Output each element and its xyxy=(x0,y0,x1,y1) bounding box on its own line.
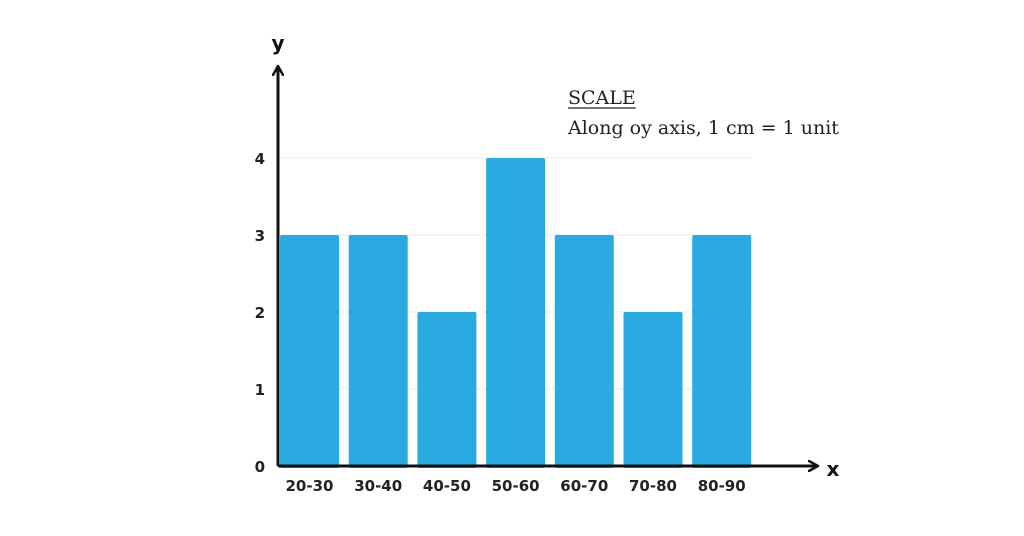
bars xyxy=(280,158,752,468)
scale-description: Along oy axis, 1 cm = 1 unit xyxy=(567,117,839,139)
bar-80-90 xyxy=(692,235,752,468)
bar-40-50 xyxy=(417,312,477,468)
x-tick-label: 80-90 xyxy=(698,477,746,495)
x-tick-label: 20-30 xyxy=(286,477,334,495)
bar-30-40 xyxy=(348,235,408,468)
x-tick-label: 30-40 xyxy=(354,477,402,495)
bar-50-60 xyxy=(486,158,546,468)
bar-20-30 xyxy=(280,235,339,468)
y-tick-labels: 0 1 2 3 4 xyxy=(255,150,265,476)
y-tick-label: 3 xyxy=(255,227,265,245)
x-tick-label: 60-70 xyxy=(560,477,608,495)
bar-70-80 xyxy=(623,312,683,468)
y-tick-label: 0 xyxy=(255,458,265,476)
x-tick-label: 70-80 xyxy=(629,477,677,495)
y-tick-label: 1 xyxy=(255,381,265,399)
bar-60-70 xyxy=(554,235,614,468)
y-axis-label: y xyxy=(271,31,284,55)
y-tick-label: 2 xyxy=(255,304,265,322)
x-tick-label: 50-60 xyxy=(492,477,540,495)
scale-heading: SCALE xyxy=(568,87,636,109)
x-tick-label: 40-50 xyxy=(423,477,471,495)
x-axis-label: x xyxy=(827,457,840,481)
y-tick-label: 4 xyxy=(255,150,265,168)
x-tick-labels: 20-30 30-40 40-50 50-60 60-70 70-80 80-90 xyxy=(286,477,746,495)
scale-annotation: SCALE Along oy axis, 1 cm = 1 unit xyxy=(567,87,839,139)
